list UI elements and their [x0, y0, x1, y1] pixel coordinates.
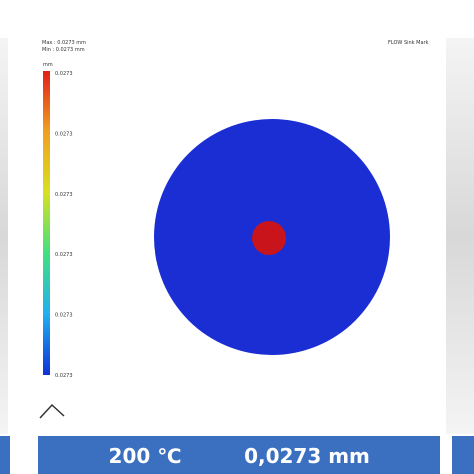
- legend-label: 0.0273: [55, 192, 73, 198]
- footer-bar: [38, 436, 440, 474]
- min-label: Min : 0.0273 mm: [42, 47, 85, 53]
- sink-mark-region: [252, 221, 286, 255]
- legend-label: 0.0273: [55, 131, 73, 137]
- right-panel-edge: [446, 38, 474, 434]
- left-panel-edge: [0, 38, 8, 434]
- footer-right: [452, 436, 474, 474]
- legend-label: 0.0273: [55, 313, 73, 319]
- legend-label: 0.0273: [55, 373, 73, 379]
- legend-labels: 0.0273 0.0273 0.0273 0.0273 0.0273 0.0273: [55, 71, 73, 379]
- study-name: FLOW Sink Mark: [388, 40, 429, 46]
- sink-value: 0,0273 mm: [244, 444, 370, 468]
- axis-triad: [39, 403, 65, 419]
- legend-label: 0.0273: [55, 252, 73, 258]
- max-label: Max : 0.0273 mm: [42, 40, 86, 46]
- footer-left: [0, 436, 10, 474]
- legend-unit: mm: [43, 62, 53, 68]
- legend-label: 0.0273: [55, 71, 73, 77]
- temperature: 200 ℃: [109, 444, 182, 468]
- color-bar: [43, 71, 50, 375]
